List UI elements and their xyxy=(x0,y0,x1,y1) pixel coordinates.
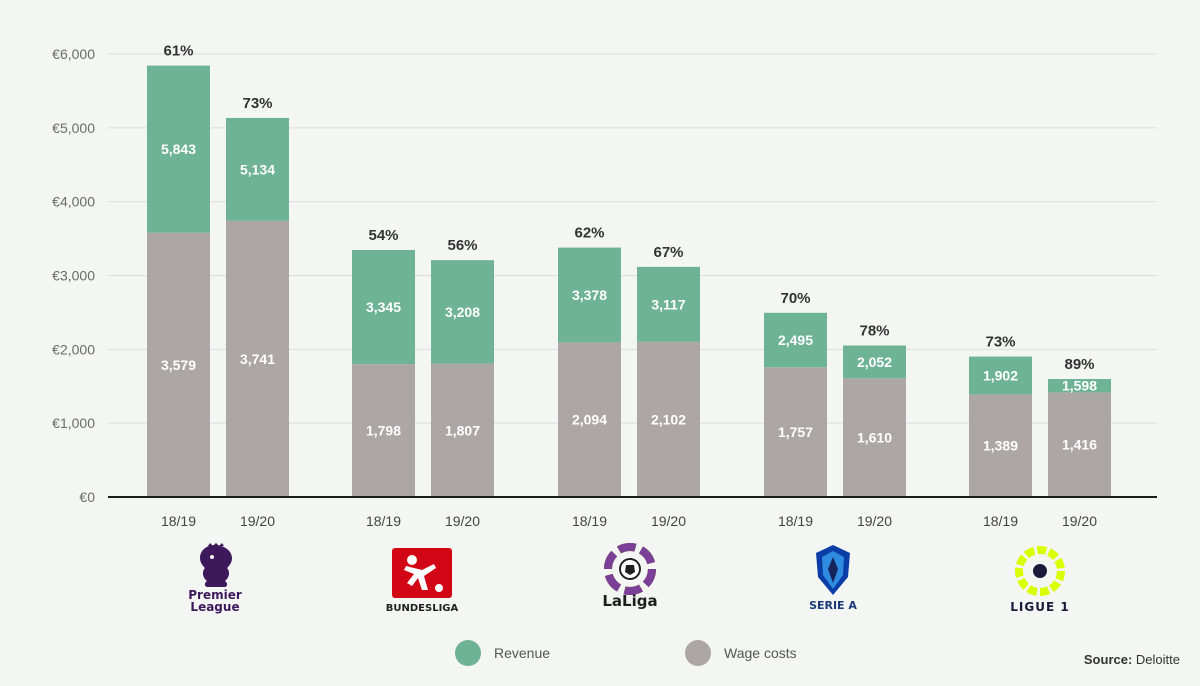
ring-icon xyxy=(1015,546,1065,596)
revenue-bar xyxy=(147,65,210,233)
revenue-bar xyxy=(352,250,415,365)
season-label: 18/19 xyxy=(778,513,813,529)
wage-bar xyxy=(764,367,827,497)
laliga-logo-text: LaLiga xyxy=(602,592,658,610)
revenue-value-label: 3,345 xyxy=(366,299,401,315)
season-label: 18/19 xyxy=(983,513,1018,529)
wage-ratio-label: 61% xyxy=(163,43,193,60)
y-tick-label: €3,000 xyxy=(52,268,95,284)
season-label: 18/19 xyxy=(161,513,196,529)
revenue-bar xyxy=(558,247,621,343)
y-tick-label: €6,000 xyxy=(52,46,95,62)
season-label: 19/20 xyxy=(651,513,686,529)
revenue-bar xyxy=(843,345,906,379)
season-label: 19/20 xyxy=(240,513,275,529)
shield-icon xyxy=(816,545,850,595)
revenue-value-label: 3,117 xyxy=(651,296,685,312)
wage-ratio-label: 73% xyxy=(985,334,1015,351)
revenue-value-label: 1,598 xyxy=(1062,378,1097,394)
wage-value-label: 1,807 xyxy=(445,422,480,438)
revenue-bar xyxy=(431,260,494,364)
wage-bar xyxy=(352,364,415,497)
revenue-bar xyxy=(226,117,289,221)
legend-swatch-wages xyxy=(685,640,711,666)
y-tick-label: €2,000 xyxy=(52,341,95,357)
season-label: 18/19 xyxy=(366,513,401,529)
wage-ratio-label: 62% xyxy=(574,225,604,242)
lion-crest-icon xyxy=(200,543,232,587)
wage-value-label: 2,102 xyxy=(651,411,686,427)
source-prefix: Source: xyxy=(1083,652,1133,667)
serie-a-logo-text: SERIE A xyxy=(809,599,857,612)
season-label: 19/20 xyxy=(857,513,892,529)
revenue-value-label: 5,843 xyxy=(161,141,196,157)
season-label: 18/19 xyxy=(572,513,607,529)
premier-league-logo-text: Premier League xyxy=(188,588,242,614)
wage-bar xyxy=(226,220,289,498)
serie-a-logo: SERIE A xyxy=(773,543,893,623)
wage-value-label: 1,610 xyxy=(857,430,892,446)
y-axis: €0 €1,000 €2,000 €3,000 €4,000 €5,000 €6,000 xyxy=(52,46,95,505)
legend-revenue: Revenue xyxy=(455,640,550,666)
ligue-1-logo-text: LIGUE 1 xyxy=(1010,600,1070,614)
revenue-value-label: 3,378 xyxy=(572,287,607,303)
wage-bar xyxy=(969,394,1032,497)
legend-label-wages: Wage costs xyxy=(724,645,797,661)
wage-bar xyxy=(637,341,700,497)
x-axis-labels: 18/19 19/20 18/19 19/20 18/19 19/20 18/19 19/20… xyxy=(161,513,1097,529)
revenue-bar xyxy=(969,356,1032,395)
revenue-value-label: 2,495 xyxy=(778,332,813,348)
source-name: Deloitte xyxy=(1135,652,1180,667)
legend-swatch-revenue xyxy=(455,640,481,666)
legend-label-revenue: Revenue xyxy=(494,645,551,661)
football-icon xyxy=(604,543,656,595)
season-label: 19/20 xyxy=(445,513,480,529)
y-tick-label: €4,000 xyxy=(52,194,95,210)
wage-value-label: 1,416 xyxy=(1062,437,1097,453)
wage-ratio-label: 67% xyxy=(653,244,683,261)
wage-ratio-label: 89% xyxy=(1064,356,1094,373)
wage-bar xyxy=(558,342,621,497)
wage-value-label: 3,741 xyxy=(240,351,275,367)
wage-ratio-label: 78% xyxy=(859,322,889,339)
bundesliga-logo: BUNDESLIGA xyxy=(362,548,482,628)
wage-value-label: 1,798 xyxy=(366,423,401,439)
wage-bar xyxy=(843,378,906,497)
revenue-value-label: 2,052 xyxy=(857,354,892,370)
bundesliga-logo-text: BUNDESLIGA xyxy=(385,603,459,614)
wage-bar xyxy=(431,363,494,497)
ligue-1-logo: LIGUE 1 xyxy=(980,543,1100,623)
y-tick-label: €1,000 xyxy=(52,415,95,431)
revenue-bar xyxy=(764,312,827,368)
wage-bar xyxy=(1048,392,1111,497)
source-note: Source: Deloitte xyxy=(1084,652,1180,667)
wage-value-label: 1,757 xyxy=(778,424,813,440)
revenue-value-label: 1,902 xyxy=(983,368,1018,384)
wage-value-label: 1,389 xyxy=(983,438,1018,454)
season-label: 19/20 xyxy=(1062,513,1097,529)
wage-ratio-label: 56% xyxy=(447,237,477,254)
stacked-bar-chart: €0 €1,000 €2,000 €3,000 €4,000 €5,000 €6,000 5… xyxy=(52,43,1157,529)
revenue-bar xyxy=(637,266,700,342)
wage-value-label: 2,094 xyxy=(572,412,607,428)
wage-ratio-label: 70% xyxy=(780,290,810,307)
revenue-bar xyxy=(1048,379,1111,393)
wage-value-label: 3,579 xyxy=(161,357,196,373)
wage-ratio-label: 54% xyxy=(368,227,398,244)
bars: 5,843 3,579 61% 5,134 3,741 73% 3,345 1,798 54% 3… xyxy=(147,43,1111,498)
wage-bar xyxy=(147,232,210,498)
footballer-icon xyxy=(392,548,452,598)
revenue-value-label: 5,134 xyxy=(240,161,275,177)
premier-league-logo: Premier League xyxy=(155,543,275,623)
y-tick-label: €0 xyxy=(79,489,95,505)
laliga-logo: LaLiga xyxy=(570,543,690,623)
y-tick-label: €5,000 xyxy=(52,120,95,136)
wage-ratio-label: 73% xyxy=(242,95,272,112)
legend-wages: Wage costs xyxy=(685,640,797,666)
revenue-value-label: 3,208 xyxy=(445,304,480,320)
